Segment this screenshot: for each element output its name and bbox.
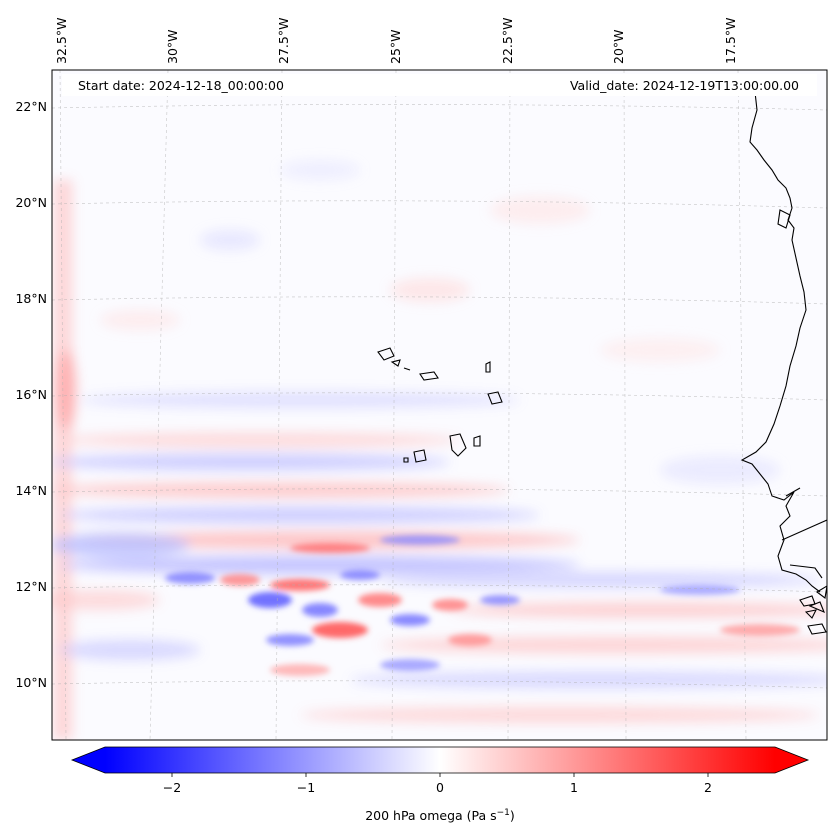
lon-label: 30°W [165,29,180,64]
lat-label: 16°N [15,387,47,402]
colorbar-tick-label: 2 [704,780,712,795]
lat-label: 14°N [15,483,47,498]
colorbar-tick-label: 1 [570,780,578,795]
longitude-labels: 32.5°W 30°W 27.5°W 25°W 22.5°W 20°W 17.5… [54,18,738,64]
gridlines [52,70,827,740]
colorbar-low-extend [72,747,105,773]
valid-date-label: Valid_date: 2024-12-19T13:00:00.00 [570,78,799,93]
lon-label: 20°W [611,29,626,64]
colorbar-tick-label: −1 [297,780,315,795]
header-band [62,74,817,96]
colorbar-ticks: −2 −1 0 1 2 [163,773,712,795]
colorbar-label: 200 hPa omega (Pa s−1) [365,808,515,823]
lon-label: 17.5°W [723,18,738,64]
colorbar: −2 −1 0 1 2 200 hPa omega (Pa s−1) [70,746,810,823]
colorbar-tick-label: 0 [436,780,444,795]
colorbar-gradient [105,747,775,773]
colorbar-outline [70,746,810,774]
coastline [377,91,827,635]
map-frame [51,69,828,741]
lat-label: 22°N [15,99,47,114]
colorbar-high-extend [775,747,808,773]
latitude-labels: 22°N 20°N 18°N 16°N 14°N 12°N 10°N [15,99,47,690]
lat-label: 20°N [15,195,47,210]
lon-label: 25°W [388,29,403,64]
lon-label: 22.5°W [500,18,515,64]
start-date-label: Start date: 2024-12-18_00:00:00 [78,78,284,93]
lon-label: 32.5°W [54,18,69,64]
omega-field [52,160,827,740]
lat-label: 12°N [15,579,47,594]
lat-label: 10°N [15,675,47,690]
colorbar-tick-label: −2 [163,780,181,795]
lon-label: 27.5°W [276,18,291,64]
lat-label: 18°N [15,291,47,306]
